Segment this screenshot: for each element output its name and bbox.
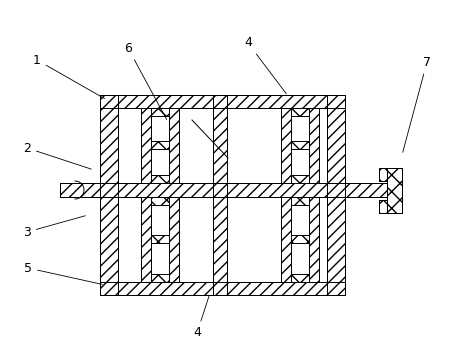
Bar xyxy=(118,108,213,183)
Text: 2: 2 xyxy=(23,142,91,169)
Bar xyxy=(151,141,169,149)
Bar xyxy=(169,108,179,183)
Bar xyxy=(60,183,390,197)
Bar xyxy=(227,108,327,183)
Bar xyxy=(100,95,118,295)
Bar xyxy=(141,197,151,282)
Bar xyxy=(60,183,390,197)
Bar xyxy=(281,197,291,282)
Bar xyxy=(100,282,345,295)
Bar xyxy=(151,197,169,205)
Bar xyxy=(309,197,319,282)
Bar xyxy=(141,108,151,183)
Bar xyxy=(151,235,169,243)
Text: 3: 3 xyxy=(23,216,85,238)
Bar xyxy=(309,108,319,183)
Bar xyxy=(379,200,387,213)
Bar xyxy=(291,274,309,282)
Text: 4: 4 xyxy=(244,36,286,94)
Bar xyxy=(327,95,345,295)
Bar xyxy=(387,168,402,213)
Bar xyxy=(213,95,227,295)
Bar xyxy=(100,95,118,295)
Bar xyxy=(327,95,345,295)
Bar xyxy=(100,95,345,108)
Bar xyxy=(387,168,402,213)
Bar xyxy=(151,108,169,116)
Bar xyxy=(151,175,169,183)
Bar xyxy=(213,95,227,295)
Bar xyxy=(151,197,169,282)
Bar xyxy=(151,274,169,282)
Bar xyxy=(291,197,309,282)
Bar xyxy=(291,108,309,183)
Bar xyxy=(281,108,291,183)
Bar xyxy=(151,108,169,183)
Bar xyxy=(291,141,309,149)
Bar xyxy=(291,175,309,183)
Bar xyxy=(169,197,179,282)
Bar xyxy=(100,95,345,108)
Text: 7: 7 xyxy=(403,56,431,152)
Bar xyxy=(100,282,345,295)
Bar xyxy=(291,108,309,116)
Bar xyxy=(291,197,309,205)
Text: 5: 5 xyxy=(24,261,102,284)
Bar xyxy=(118,197,213,282)
Text: 1: 1 xyxy=(33,54,104,99)
Bar xyxy=(227,197,327,282)
Text: 6: 6 xyxy=(124,42,167,120)
Bar xyxy=(291,235,309,243)
Text: 4: 4 xyxy=(193,296,209,340)
Bar xyxy=(379,168,387,181)
Bar xyxy=(379,200,387,213)
Bar xyxy=(379,168,387,181)
